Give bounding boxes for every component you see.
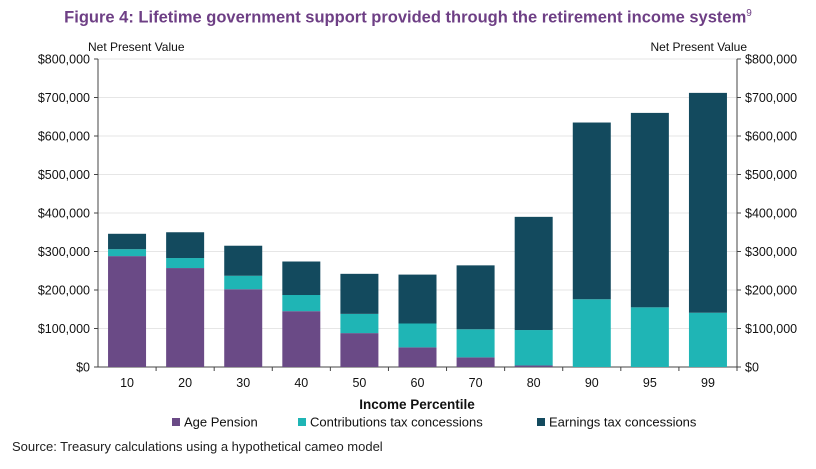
legend-label: Age Pension xyxy=(184,415,258,430)
bar-segment-contributions-tax-concessions xyxy=(166,258,205,269)
x-tick-label: 99 xyxy=(701,376,715,390)
bar-segment-contributions-tax-concessions xyxy=(224,275,263,290)
y-tick-label-right: $600,000 xyxy=(745,130,797,144)
x-tick-label: 20 xyxy=(178,376,192,390)
bar-segment-earnings-tax-concessions xyxy=(340,273,379,314)
x-tick-labels: 10 20 30 40 50 60 70 80 90 95 99 xyxy=(120,367,738,390)
bar-segment-earnings-tax-concessions xyxy=(688,92,727,313)
bar-segment-contributions-tax-concessions xyxy=(630,307,669,367)
bar-segment-age-pension xyxy=(166,268,205,367)
bar-segment-age-pension xyxy=(224,289,263,367)
bar-segment-contributions-tax-concessions xyxy=(340,313,379,334)
bar-segment-earnings-tax-concessions xyxy=(572,122,611,300)
legend-swatch xyxy=(172,418,180,426)
bar-segment-earnings-tax-concessions xyxy=(166,232,205,259)
y-tick-label-left: $700,000 xyxy=(38,91,90,105)
y-tick-label-left: $300,000 xyxy=(38,245,90,259)
legend-swatch xyxy=(298,418,306,426)
x-tick-label: 95 xyxy=(643,376,657,390)
bar-segment-earnings-tax-concessions xyxy=(108,233,147,250)
x-tick-label: 40 xyxy=(294,376,308,390)
bar-segment-contributions-tax-concessions xyxy=(398,323,437,348)
y-tick-label-right: $0 xyxy=(745,361,759,375)
bar-segment-earnings-tax-concessions xyxy=(456,265,495,330)
bar-segment-contributions-tax-concessions xyxy=(514,330,553,366)
y-tick-label-right: $500,000 xyxy=(745,168,797,182)
bar-segment-earnings-tax-concessions xyxy=(282,261,321,296)
y-tick-label-right: $700,000 xyxy=(745,91,797,105)
y-axis-label-right: Net Present Value xyxy=(651,40,748,54)
bar-segment-contributions-tax-concessions xyxy=(108,249,147,257)
y-tick-label-left: $0 xyxy=(76,361,90,375)
x-tick-label: 50 xyxy=(352,376,366,390)
bar-segment-age-pension xyxy=(398,347,437,367)
y-tick-label-left: $500,000 xyxy=(38,168,90,182)
legend-label: Contributions tax concessions xyxy=(310,415,483,430)
legend: Age Pension Contributions tax concessions… xyxy=(172,415,697,430)
source-note: Source: Treasury calculations using a hy… xyxy=(12,439,383,454)
y-tick-label-left: $200,000 xyxy=(38,284,90,298)
y-tick-label-right: $100,000 xyxy=(745,322,797,336)
legend-label: Earnings tax concessions xyxy=(549,415,697,430)
y-tick-label-right: $300,000 xyxy=(745,245,797,259)
title-footnote: 9 xyxy=(746,8,752,19)
y-tick-label-left: $600,000 xyxy=(38,130,90,144)
x-tick-label: 10 xyxy=(120,376,134,390)
bar-segment-earnings-tax-concessions xyxy=(398,274,437,324)
bar-segment-earnings-tax-concessions xyxy=(630,112,669,308)
bar-segment-contributions-tax-concessions xyxy=(456,329,495,358)
bar-segment-earnings-tax-concessions xyxy=(514,216,553,331)
x-tick-label: 60 xyxy=(411,376,425,390)
x-tick-label: 30 xyxy=(236,376,250,390)
bar-segment-age-pension xyxy=(108,256,147,367)
y-tick-label-left: $800,000 xyxy=(38,53,90,67)
bar-segment-contributions-tax-concessions xyxy=(282,295,321,312)
x-axis-label: Income Percentile xyxy=(359,397,475,412)
chart-title-text: Figure 4: Lifetime government support pr… xyxy=(64,8,747,27)
bar-segment-age-pension xyxy=(282,311,321,367)
bar-segment-contributions-tax-concessions xyxy=(572,299,611,367)
x-tick-label: 90 xyxy=(585,376,599,390)
y-tick-label-left: $400,000 xyxy=(38,207,90,221)
bars xyxy=(108,92,727,367)
chart-title: Figure 4: Lifetime government support pr… xyxy=(0,8,816,28)
x-tick-label: 80 xyxy=(527,376,541,390)
legend-swatch xyxy=(537,418,545,426)
bar-segment-age-pension xyxy=(340,333,379,367)
bar-segment-earnings-tax-concessions xyxy=(224,245,263,276)
y-ticks-left: $0 $100,000 $200,000 $300,000 $400,000 $500,0… xyxy=(38,53,98,375)
y-ticks-right: $0 $100,000 $200,000 $300,000 $400,000 $500,0… xyxy=(737,53,797,375)
x-tick-label: 70 xyxy=(469,376,483,390)
y-tick-label-right: $400,000 xyxy=(745,207,797,221)
bar-segment-contributions-tax-concessions xyxy=(688,312,727,367)
gridlines xyxy=(98,58,737,329)
bar-segment-age-pension xyxy=(514,365,553,367)
bar-segment-age-pension xyxy=(456,357,495,367)
y-tick-label-left: $100,000 xyxy=(38,322,90,336)
y-tick-label-right: $200,000 xyxy=(745,284,797,298)
y-tick-label-right: $800,000 xyxy=(745,53,797,67)
y-axis-label-left: Net Present Value xyxy=(88,40,185,54)
